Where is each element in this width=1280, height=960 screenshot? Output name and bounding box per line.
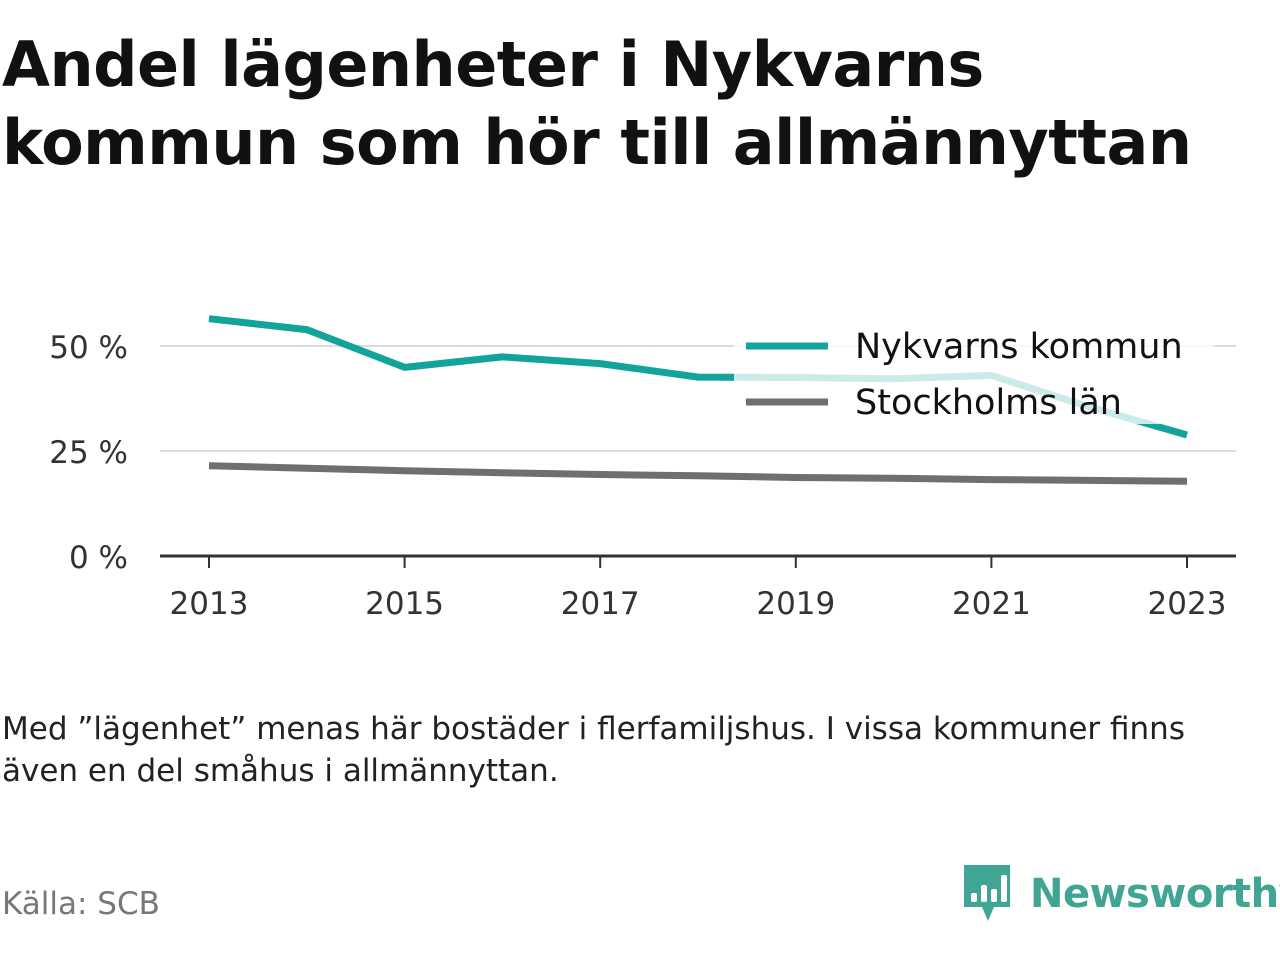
x-tick-label: 2023 [1148,586,1227,622]
y-axis-tick-labels: 0 % 25 % 50 % [49,330,128,576]
x-tick-label: 2013 [170,586,249,622]
x-tick-label: 2017 [561,586,640,622]
x-tick-label: 2019 [756,586,835,622]
line-chart: 0 % 25 % 50 % 2013 2015 2017 2019 2021 2023 Nyk… [0,280,1280,660]
legend-label: Stockholms län [855,383,1122,423]
x-tick-label: 2015 [365,586,444,622]
x-axis-tick-labels: 2013 2015 2017 2019 2021 2023 [170,586,1227,622]
x-axis [160,554,1236,568]
y-tick-label: 50 % [49,330,128,366]
chart-footnote: Med ”lägenhet” menas här bostäder i fler… [2,711,1185,789]
legend-label: Nykvarns kommun [855,327,1183,367]
series-line-2 [208,462,1188,485]
legend: Nykvarns kommun Stockholms län [734,318,1214,424]
line-chart-svg: 0 % 25 % 50 % 2013 2015 2017 2019 2021 2023 Nyk… [49,315,1236,622]
chart-title: Andel lägenheter i Nykvarns kommun som h… [2,28,1192,179]
y-tick-label: 0 % [69,540,128,576]
legend-background [734,318,1214,424]
x-tick-label: 2021 [952,586,1031,622]
newsworthy-logo: Newsworthy [962,862,1280,926]
bar-chart-speech-bubble-icon [964,865,1010,921]
source-label: Källa: SCB [2,886,160,922]
y-tick-label: 25 % [49,435,128,471]
brand-name: Newsworthy [1030,871,1280,917]
